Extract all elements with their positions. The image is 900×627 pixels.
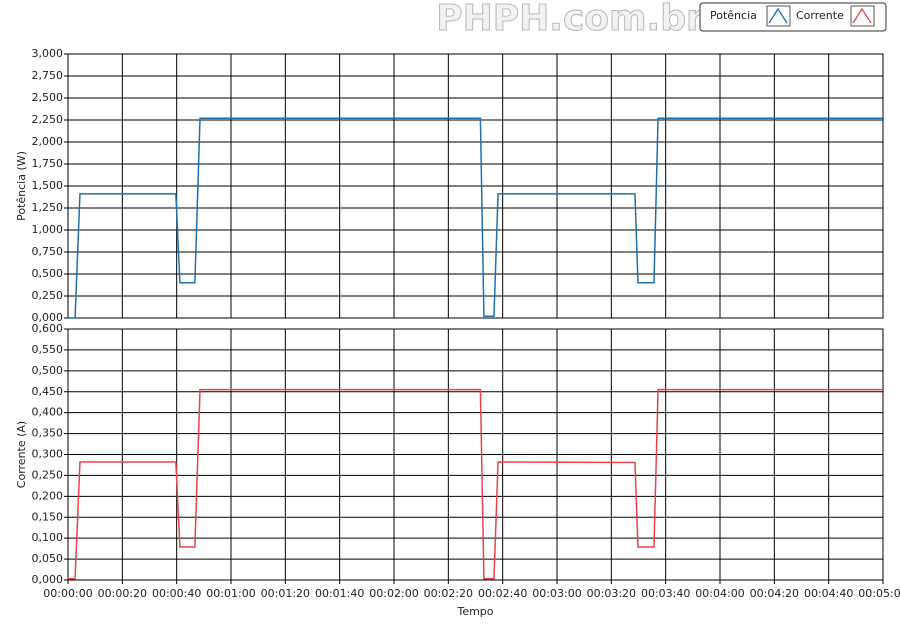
y-tick-label: 0,500 xyxy=(32,364,64,377)
legend-swatch xyxy=(850,5,875,27)
legend-icon xyxy=(768,7,788,24)
y-tick-label: 3,000 xyxy=(32,47,64,60)
y-tick-label: 0,250 xyxy=(32,289,64,302)
y-tick-label: 0,250 xyxy=(32,468,64,481)
y-tick-label: 1,250 xyxy=(32,201,64,214)
y-tick-label: 2,750 xyxy=(32,69,64,82)
x-tick-label: 00:04:00 xyxy=(695,587,744,600)
y-tick-label: 0,600 xyxy=(32,322,64,335)
watermark: PHPH.com.br xyxy=(436,0,704,39)
y-tick-label: 0,300 xyxy=(32,448,64,461)
y-tick-label: 1,500 xyxy=(32,179,64,192)
y-tick-label: 0,450 xyxy=(32,385,64,398)
y-tick-label: 0,350 xyxy=(32,427,64,440)
x-tick-label: 00:02:40 xyxy=(478,587,527,600)
legend-label: Corrente xyxy=(796,9,844,22)
y-tick-label: 0,150 xyxy=(32,510,64,523)
x-tick-label: 00:00:40 xyxy=(152,587,201,600)
x-tick-label: 00:01:00 xyxy=(206,587,255,600)
x-tick-label: 00:00:20 xyxy=(98,587,147,600)
y-tick-label: 0,000 xyxy=(32,311,64,324)
x-tick-label: 00:02:20 xyxy=(424,587,473,600)
y-tick-label: 0,750 xyxy=(32,245,64,258)
y-tick-label: 0,050 xyxy=(32,552,64,565)
x-tick-label: 00:02:00 xyxy=(369,587,418,600)
y-tick-label: 0,550 xyxy=(32,343,64,356)
y-tick-label: 0,100 xyxy=(32,531,64,544)
y-axis-label: Corrente (A) xyxy=(15,421,28,488)
y-tick-label: 1,000 xyxy=(32,223,64,236)
legend-box xyxy=(699,2,887,32)
x-tick-label: 00:03:00 xyxy=(532,587,581,600)
y-tick-label: 2,500 xyxy=(32,91,64,104)
y-tick-label: 1,750 xyxy=(32,157,64,170)
y-tick-label: 0,400 xyxy=(32,406,64,419)
x-tick-label: 00:04:40 xyxy=(804,587,853,600)
x-tick-label: 00:05:00 xyxy=(858,587,900,600)
y-tick-label: 2,250 xyxy=(32,113,64,126)
x-tick-label: 00:03:20 xyxy=(587,587,636,600)
legend-label: Potência xyxy=(710,9,757,22)
x-tick-label: 00:01:20 xyxy=(261,587,310,600)
x-tick-label: 00:01:40 xyxy=(315,587,364,600)
legend: Potência Corrente xyxy=(699,2,887,32)
y-tick-label: 2,000 xyxy=(32,135,64,148)
x-tick-label: 00:03:40 xyxy=(641,587,690,600)
x-axis-label: Tempo xyxy=(456,605,493,618)
x-tick-label: 00:00:00 xyxy=(43,587,92,600)
legend-swatch xyxy=(766,5,791,27)
y-axis-label: Potência (W) xyxy=(15,151,28,221)
y-tick-label: 0,200 xyxy=(32,489,64,502)
y-tick-label: 0,000 xyxy=(32,573,64,586)
data-line xyxy=(68,117,883,319)
data-line xyxy=(68,388,883,580)
x-tick-label: 00:04:20 xyxy=(750,587,799,600)
y-tick-label: 0,500 xyxy=(32,267,64,280)
legend-icon xyxy=(852,7,872,24)
